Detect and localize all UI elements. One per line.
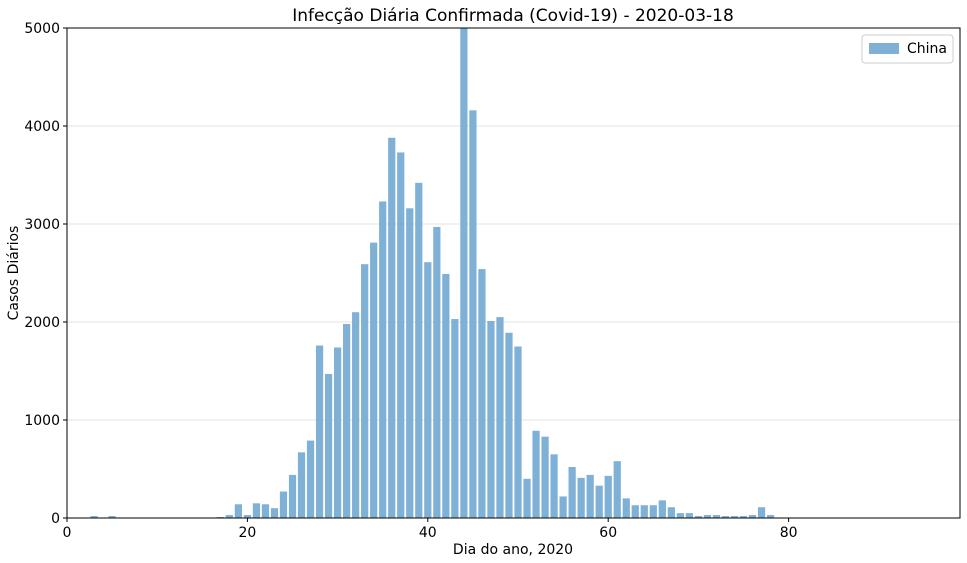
- bar: [478, 269, 486, 518]
- bar: [315, 345, 324, 518]
- y-axis-title: Casos Diários: [6, 226, 22, 321]
- bar: [234, 504, 242, 518]
- bar: [649, 505, 657, 518]
- legend-label-china: China: [907, 41, 947, 57]
- bar: [586, 474, 594, 518]
- bar: [703, 515, 712, 518]
- bar: [532, 430, 540, 518]
- y-axis: 0 1000 2000 3000 4000 5000: [24, 21, 67, 527]
- bar: [748, 515, 757, 518]
- y-tick-label: 2000: [24, 315, 60, 331]
- x-tick-label: 0: [63, 525, 72, 541]
- plot-frame: [66, 27, 961, 519]
- bar: [406, 208, 414, 518]
- x-axis-title: Dia do ano, 2020: [453, 542, 573, 558]
- legend-box: [861, 34, 954, 64]
- bar: [333, 347, 342, 518]
- bar: [487, 321, 495, 518]
- bar: [279, 491, 288, 518]
- bar: [379, 201, 387, 518]
- bar: [306, 440, 315, 518]
- y-tick-label: 0: [51, 511, 60, 527]
- bar: [658, 500, 666, 518]
- bar: [352, 312, 360, 518]
- bar: [460, 28, 468, 518]
- bar: [766, 515, 775, 518]
- legend-swatch-china: [869, 43, 899, 54]
- bar: [640, 505, 648, 518]
- bar: [370, 242, 378, 518]
- y-tick-label: 4000: [24, 119, 60, 135]
- bar: [676, 513, 684, 518]
- bar: [568, 467, 576, 518]
- y-tick-label: 5000: [24, 21, 60, 37]
- bar: [505, 332, 513, 518]
- bar: [270, 508, 279, 518]
- bar: [622, 498, 630, 518]
- bar: [685, 513, 694, 518]
- bar: [415, 182, 423, 518]
- bar: [712, 515, 721, 518]
- bar: [739, 516, 748, 518]
- bar: [433, 226, 441, 518]
- bar: [595, 485, 603, 518]
- bar: [721, 516, 730, 518]
- bar: [577, 477, 585, 518]
- bar: [541, 436, 549, 518]
- bar: [514, 346, 522, 518]
- x-tick-label: 20: [238, 525, 256, 541]
- bar: [604, 475, 612, 518]
- bar: [424, 262, 432, 518]
- bar: [631, 505, 639, 518]
- bar: [730, 516, 739, 518]
- bar: [243, 515, 252, 518]
- y-tick-label: 3000: [24, 217, 60, 233]
- bar: [225, 515, 233, 518]
- bar: [90, 516, 98, 518]
- bars: [90, 28, 775, 518]
- bar: [261, 504, 270, 518]
- bar: [694, 516, 703, 518]
- bar: [288, 474, 297, 518]
- bar: [469, 110, 477, 518]
- bar: [297, 452, 306, 518]
- bar: [496, 317, 504, 518]
- x-tick-label: 80: [780, 525, 798, 541]
- bar: [252, 503, 261, 518]
- bar: [451, 319, 459, 518]
- y-tick-label: 1000: [24, 413, 60, 429]
- bar: [324, 373, 333, 518]
- bar: [667, 507, 675, 518]
- grid-lines: [67, 125, 960, 421]
- bar: [343, 323, 351, 518]
- x-axis: 0 20 40 60 80: [63, 518, 798, 541]
- bar: [613, 461, 621, 518]
- chart-title: Infecção Diária Confirmada (Covid-19) - …: [292, 6, 734, 26]
- bar: [442, 273, 450, 518]
- bar: [757, 507, 766, 518]
- bar: [550, 454, 558, 518]
- bar: [108, 516, 116, 518]
- legend: China: [861, 34, 954, 64]
- bar: [523, 478, 531, 518]
- x-tick-label: 40: [419, 525, 437, 541]
- bar: [397, 152, 405, 518]
- bar: [361, 264, 369, 518]
- x-tick-label: 60: [599, 525, 617, 541]
- bar: [388, 137, 396, 518]
- bar: [559, 496, 567, 518]
